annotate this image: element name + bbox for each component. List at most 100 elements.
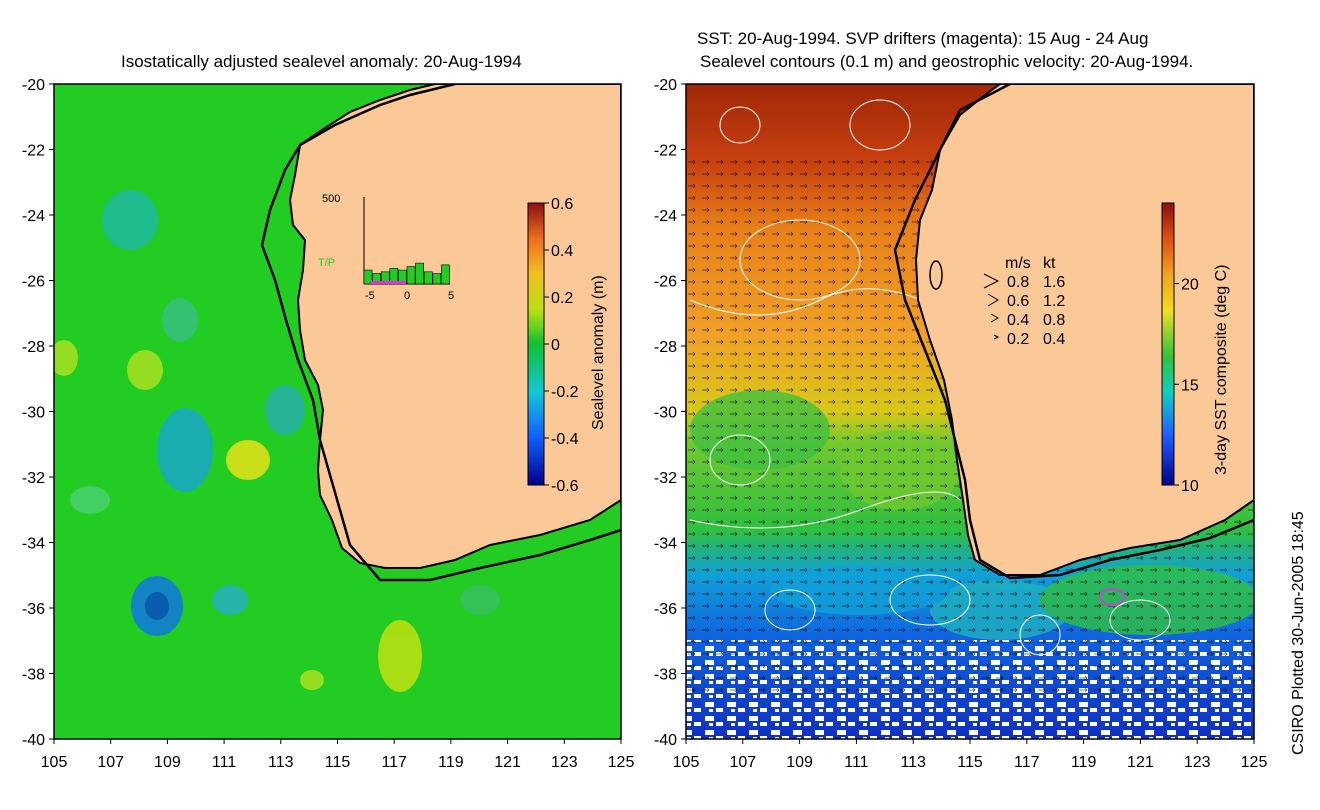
lat-tick-label: -28 bbox=[22, 339, 45, 356]
velocity-row-kt: 1.6 bbox=[1043, 274, 1065, 291]
lon-tick-label: 119 bbox=[1071, 754, 1097, 771]
sst-colorbar-tick-label: 15 bbox=[1181, 377, 1199, 394]
sst-colorbar-label: 3-day SST composite (deg C) bbox=[1213, 265, 1230, 475]
lon-tick-label: 115 bbox=[325, 754, 351, 771]
sla-colorbar-tick-label: 0.6 bbox=[551, 196, 573, 213]
lat-tick-label: -24 bbox=[22, 208, 45, 225]
velocity-arrow-0.4 bbox=[990, 313, 1000, 323]
lat-tick-label: -22 bbox=[654, 143, 677, 160]
sla-colorbar: 0.6 0.4 0.2 0 -0.2 -0.4 -0.6 Sealevel anomaly … bbox=[527, 196, 607, 495]
svp-drifter-track bbox=[1099, 588, 1125, 606]
lat-tick-label: -38 bbox=[22, 667, 45, 684]
lat-tick-label: -30 bbox=[22, 405, 45, 422]
lon-tick-label: 107 bbox=[97, 754, 124, 771]
lon-tick-label: 123 bbox=[551, 754, 578, 771]
velocity-legend: m/s kt 0.8 1.6 0.6 1.2 0.4 0.8 0.2 0.4 bbox=[983, 255, 1065, 348]
shark-bay-island bbox=[929, 260, 943, 290]
inset-bar bbox=[432, 273, 442, 285]
inset-tick-neg5: -5 bbox=[365, 290, 375, 302]
lat-tick-label: -36 bbox=[22, 601, 45, 618]
right-lat-ticks: -20 -22 -24 -26 -28 -30 -32 -34 -36 -38 -40 bbox=[654, 77, 686, 749]
sla-anomaly-blobs bbox=[54, 190, 500, 692]
sla-colorbar-tick-label: 0.2 bbox=[551, 290, 573, 307]
lon-tick-label: 125 bbox=[1241, 754, 1268, 771]
velocity-arrow-0.2 bbox=[993, 334, 1000, 340]
lon-tick-label: 119 bbox=[438, 754, 464, 771]
sla-colorbar-ticks: 0.6 0.4 0.2 0 -0.2 -0.4 -0.6 bbox=[544, 196, 579, 495]
inset-bar bbox=[406, 266, 416, 285]
lon-tick-label: 113 bbox=[900, 754, 926, 771]
lat-tick-label: -40 bbox=[22, 732, 45, 749]
sst-colorbar: 20 15 10 3-day SST composite (deg C) bbox=[1161, 202, 1230, 495]
lon-tick-label: 107 bbox=[729, 754, 756, 771]
velocity-row-ms: 0.2 bbox=[1007, 331, 1029, 348]
sst-colorbar-tick-label: 20 bbox=[1181, 277, 1199, 294]
right-panel-title-line1: SST: 20-Aug-1994. SVP drifters (magenta)… bbox=[697, 29, 1149, 48]
velocity-row-kt: 0.4 bbox=[1043, 331, 1065, 348]
sst-colorbar-ticks: 20 15 10 bbox=[1174, 277, 1199, 495]
right-map bbox=[686, 84, 1254, 739]
inset-bar bbox=[441, 264, 450, 285]
lon-tick-label: 113 bbox=[268, 754, 294, 771]
lat-tick-label: -20 bbox=[654, 77, 677, 94]
lat-tick-label: -20 bbox=[22, 77, 45, 94]
right-shelf-contour bbox=[893, 84, 1254, 580]
lat-tick-label: -36 bbox=[654, 601, 677, 618]
lon-tick-label: 109 bbox=[154, 754, 181, 771]
inset-bar bbox=[363, 269, 373, 285]
inset-tick-0: 0 bbox=[404, 290, 410, 302]
lat-tick-label: -30 bbox=[654, 405, 677, 422]
lon-tick-label: 117 bbox=[1014, 754, 1040, 771]
sst-colorbar-gradient bbox=[1161, 202, 1175, 486]
inset-bar bbox=[415, 262, 425, 285]
sla-colorbar-tick-label: -0.2 bbox=[551, 384, 579, 401]
lon-tick-label: 111 bbox=[844, 754, 868, 771]
sla-colorbar-tick-label: 0.4 bbox=[551, 243, 573, 260]
lat-tick-label: -26 bbox=[654, 274, 677, 291]
inset-histogram: 500 T/P -5 0 5 bbox=[318, 193, 454, 302]
left-lon-ticks: 105 107 109 111 113 115 117 119 121 123 125 bbox=[41, 739, 635, 771]
lon-tick-label: 105 bbox=[41, 754, 68, 771]
lon-tick-label: 121 bbox=[1127, 754, 1154, 771]
lat-tick-label: -24 bbox=[654, 208, 677, 225]
inset-ymax-label: 500 bbox=[322, 193, 340, 205]
velocity-row-ms: 0.8 bbox=[1007, 274, 1029, 291]
sealevel-contours bbox=[689, 99, 1171, 656]
lon-tick-label: 125 bbox=[608, 754, 635, 771]
velocity-header-ms: m/s bbox=[1005, 255, 1031, 272]
sla-colorbar-label: Sealevel anomaly (m) bbox=[590, 275, 607, 430]
lon-tick-label: 109 bbox=[786, 754, 813, 771]
sla-colorbar-tick-label: -0.6 bbox=[551, 478, 579, 495]
lat-tick-label: -32 bbox=[22, 470, 45, 487]
inset-tick-5: 5 bbox=[448, 290, 454, 302]
velocity-arrow-0.8 bbox=[983, 273, 1000, 289]
lat-tick-label: -34 bbox=[22, 536, 45, 553]
left-lat-ticks: -20 -22 -24 -26 -28 -30 -32 -34 -36 -38 -40 bbox=[22, 77, 54, 749]
lat-tick-label: -40 bbox=[654, 732, 677, 749]
inset-bar bbox=[423, 271, 433, 285]
lon-tick-label: 115 bbox=[957, 754, 983, 771]
lon-tick-label: 117 bbox=[381, 754, 407, 771]
lon-tick-label: 111 bbox=[212, 754, 236, 771]
lon-tick-label: 105 bbox=[673, 754, 700, 771]
velocity-arrow-0.6 bbox=[987, 293, 999, 307]
right-panel-title-line2: Sealevel contours (0.1 m) and geostrophi… bbox=[700, 52, 1194, 71]
sst-colorbar-tick-label: 10 bbox=[1181, 478, 1199, 495]
velocity-row-ms: 0.4 bbox=[1007, 312, 1029, 329]
left-shelf-contour bbox=[260, 84, 621, 582]
sla-colorbar-tick-label: -0.4 bbox=[551, 431, 579, 448]
lat-tick-label: -34 bbox=[654, 536, 677, 553]
velocity-row-kt: 1.2 bbox=[1043, 293, 1065, 310]
sla-colorbar-tick-label: 0 bbox=[551, 337, 560, 354]
lat-tick-label: -22 bbox=[22, 143, 45, 160]
lat-tick-label: -28 bbox=[654, 339, 677, 356]
lat-tick-label: -26 bbox=[22, 274, 45, 291]
sla-colorbar-gradient bbox=[527, 202, 545, 486]
lat-tick-label: -38 bbox=[654, 667, 677, 684]
left-australia-landmass bbox=[288, 84, 621, 569]
lon-tick-label: 121 bbox=[494, 754, 521, 771]
lat-tick-label: -32 bbox=[654, 470, 677, 487]
inset-bars bbox=[363, 262, 450, 285]
inset-mission-label: T/P bbox=[318, 257, 335, 269]
